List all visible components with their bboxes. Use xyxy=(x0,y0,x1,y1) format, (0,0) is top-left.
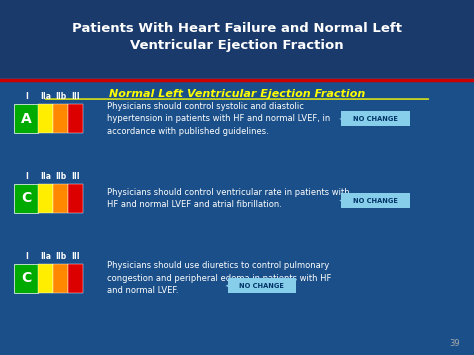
Text: C: C xyxy=(21,191,31,206)
FancyBboxPatch shape xyxy=(68,264,83,293)
Text: I: I xyxy=(25,252,27,261)
FancyBboxPatch shape xyxy=(53,104,68,133)
Text: IIa: IIa xyxy=(40,92,51,101)
Text: Physicians should control ventricular rate in patients with
HF and normal LVEF a: Physicians should control ventricular ra… xyxy=(107,188,349,209)
Text: Patients With Heart Failure and Normal Left
Ventricular Ejection Fraction: Patients With Heart Failure and Normal L… xyxy=(72,22,402,52)
FancyBboxPatch shape xyxy=(53,184,68,213)
Text: NO CHANGE: NO CHANGE xyxy=(353,116,398,122)
FancyArrowPatch shape xyxy=(339,116,407,122)
Text: I: I xyxy=(25,92,27,101)
FancyBboxPatch shape xyxy=(14,104,38,133)
FancyBboxPatch shape xyxy=(341,193,410,208)
Text: IIb: IIb xyxy=(55,252,66,261)
FancyBboxPatch shape xyxy=(53,264,68,293)
Text: NO CHANGE: NO CHANGE xyxy=(239,283,284,289)
FancyBboxPatch shape xyxy=(14,184,38,213)
Text: I: I xyxy=(25,172,27,181)
Text: Normal Left Ventricular Ejection Fraction: Normal Left Ventricular Ejection Fractio… xyxy=(109,89,365,99)
FancyBboxPatch shape xyxy=(38,104,53,133)
FancyArrowPatch shape xyxy=(226,283,293,289)
Text: III: III xyxy=(71,172,80,181)
Text: Physicians should use diuretics to control pulmonary
congestion and peripheral e: Physicians should use diuretics to contr… xyxy=(107,261,331,295)
FancyBboxPatch shape xyxy=(14,264,38,293)
Text: III: III xyxy=(71,252,80,261)
Text: IIb: IIb xyxy=(55,92,66,101)
FancyBboxPatch shape xyxy=(38,184,53,213)
FancyBboxPatch shape xyxy=(341,111,410,126)
FancyBboxPatch shape xyxy=(68,104,83,133)
Text: IIa: IIa xyxy=(40,172,51,181)
FancyBboxPatch shape xyxy=(228,278,296,293)
Text: NO CHANGE: NO CHANGE xyxy=(353,198,398,203)
FancyArrowPatch shape xyxy=(339,198,407,203)
FancyBboxPatch shape xyxy=(68,184,83,213)
Text: A: A xyxy=(21,111,32,126)
FancyBboxPatch shape xyxy=(0,0,474,78)
Text: 39: 39 xyxy=(449,339,460,348)
Text: III: III xyxy=(71,92,80,101)
Text: IIb: IIb xyxy=(55,172,66,181)
Text: C: C xyxy=(21,271,31,285)
FancyBboxPatch shape xyxy=(38,264,53,293)
Text: Physicians should control systolic and diastolic
hypertension in patients with H: Physicians should control systolic and d… xyxy=(107,102,330,136)
Text: IIa: IIa xyxy=(40,252,51,261)
